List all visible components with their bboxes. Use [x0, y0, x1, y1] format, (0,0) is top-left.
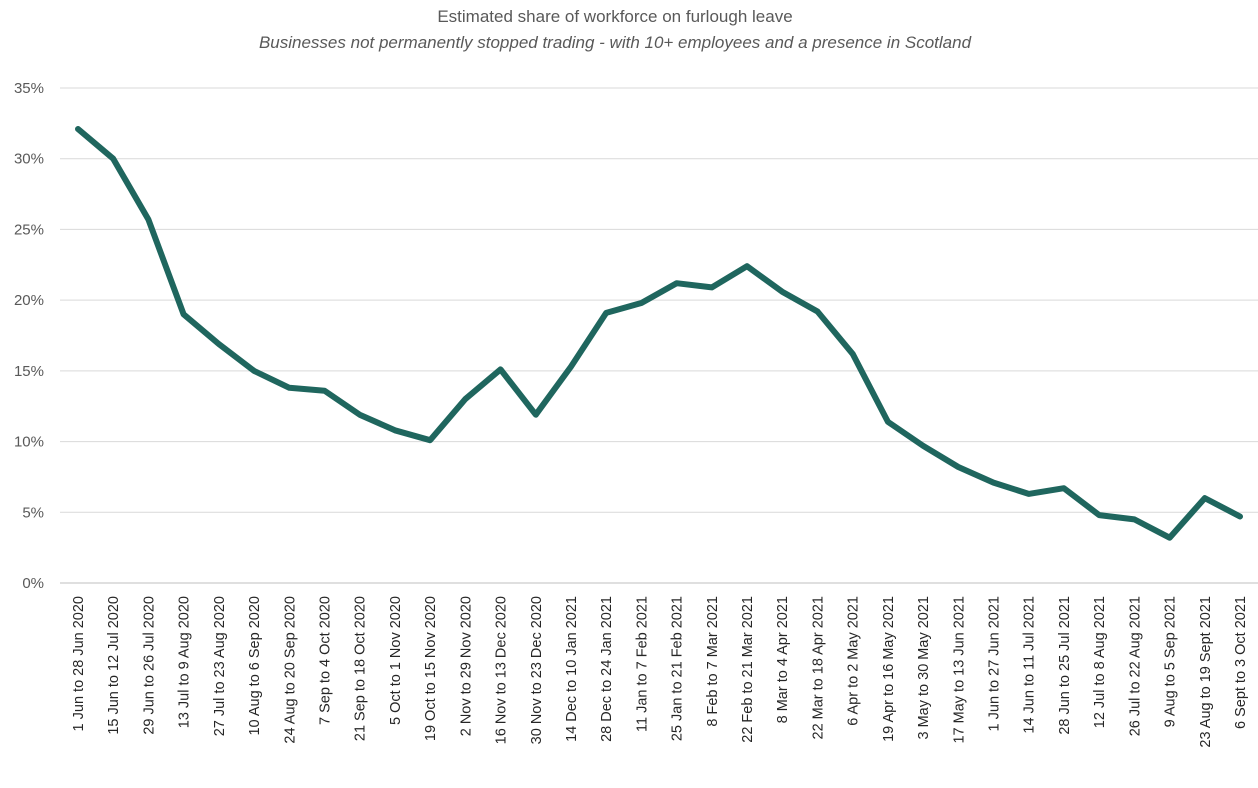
y-tick-label: 30% [14, 151, 44, 168]
x-tick-label: 8 Mar to 4 Apr 2021 [775, 596, 791, 723]
series-line [75, 126, 1243, 541]
x-tick-label: 17 May to 13 Jun 2021 [951, 596, 967, 744]
x-tick-label: 5 Oct to 1 Nov 2020 [388, 596, 404, 725]
y-tick-label: 20% [14, 292, 44, 309]
x-tick-label: 27 Jul to 23 Aug 2020 [212, 596, 228, 736]
series-layer [75, 126, 1243, 541]
x-tick-label: 2 Nov to 29 Nov 2020 [458, 596, 474, 736]
x-tick-label: 3 May to 30 May 2021 [916, 596, 932, 739]
y-axis-ticks: 0% 5% 10% 15% 20% 25% 30% 35% [14, 80, 44, 592]
y-tick-label: 10% [14, 434, 44, 451]
x-tick-label: 1 Jun to 27 Jun 2021 [987, 596, 1003, 731]
x-tick-label: 11 Jan to 7 Feb 2021 [634, 596, 650, 732]
x-tick-label: 19 Apr to 16 May 2021 [881, 596, 897, 742]
x-tick-label: 9 Aug to 5 Sep 2021 [1163, 596, 1179, 727]
x-tick-label: 29 Jun to 26 Jul 2020 [141, 596, 157, 735]
x-tick-label: 22 Feb to 21 Mar 2021 [740, 596, 756, 743]
x-tick-label: 6 Apr to 2 May 2021 [846, 596, 862, 726]
x-tick-label: 23 Aug to 19 Sept 2021 [1198, 596, 1214, 748]
x-tick-label: 1 Jun to 28 Jun 2020 [71, 596, 87, 731]
x-tick-label: 22 Mar to 18 Apr 2021 [810, 596, 826, 740]
x-tick-label: 13 Jul to 9 Aug 2020 [177, 596, 193, 728]
y-tick-label: 25% [14, 221, 44, 238]
x-tick-label: 16 Nov to 13 Dec 2020 [494, 596, 510, 744]
x-tick-label: 7 Sep to 4 Oct 2020 [317, 596, 333, 725]
y-tick-label: 0% [22, 575, 44, 592]
x-tick-label: 8 Feb to 7 Mar 2021 [705, 596, 721, 727]
x-tick-label: 19 Oct to 15 Nov 2020 [423, 596, 439, 741]
x-tick-label: 28 Dec to 24 Jan 2021 [599, 596, 615, 742]
x-tick-label: 21 Sep to 18 Oct 2020 [353, 596, 369, 741]
x-tick-label: 26 Jul to 22 Aug 2021 [1127, 596, 1143, 736]
x-tick-label: 24 Aug to 20 Sep 2020 [282, 596, 298, 744]
x-tick-label: 6 Sept to 3 Oct 2021 [1233, 596, 1249, 729]
x-tick-label: 14 Dec to 10 Jan 2021 [564, 596, 580, 742]
y-tick-label: 5% [22, 504, 44, 521]
x-axis-ticks: 1 Jun to 28 Jun 2020 15 Jun to 12 Jul 202… [71, 596, 1249, 748]
x-tick-label: 25 Jan to 21 Feb 2021 [670, 596, 686, 741]
chart-title: Estimated share of workforce on furlough… [437, 7, 793, 26]
x-tick-label: 15 Jun to 12 Jul 2020 [106, 596, 122, 735]
x-tick-label: 14 Jun to 11 Jul 2021 [1022, 596, 1038, 734]
x-tick-label: 30 Nov to 23 Dec 2020 [529, 596, 545, 744]
y-tick-label: 15% [14, 363, 44, 380]
x-tick-label: 12 Jul to 8 Aug 2021 [1092, 596, 1108, 728]
x-tick-label: 28 Jun to 25 Jul 2021 [1057, 596, 1073, 735]
chart-subtitle: Businesses not permanently stopped tradi… [258, 33, 972, 52]
x-tick-label: 10 Aug to 6 Sep 2020 [247, 596, 263, 736]
gridlines [60, 87, 1258, 513]
y-tick-label: 35% [14, 80, 44, 97]
